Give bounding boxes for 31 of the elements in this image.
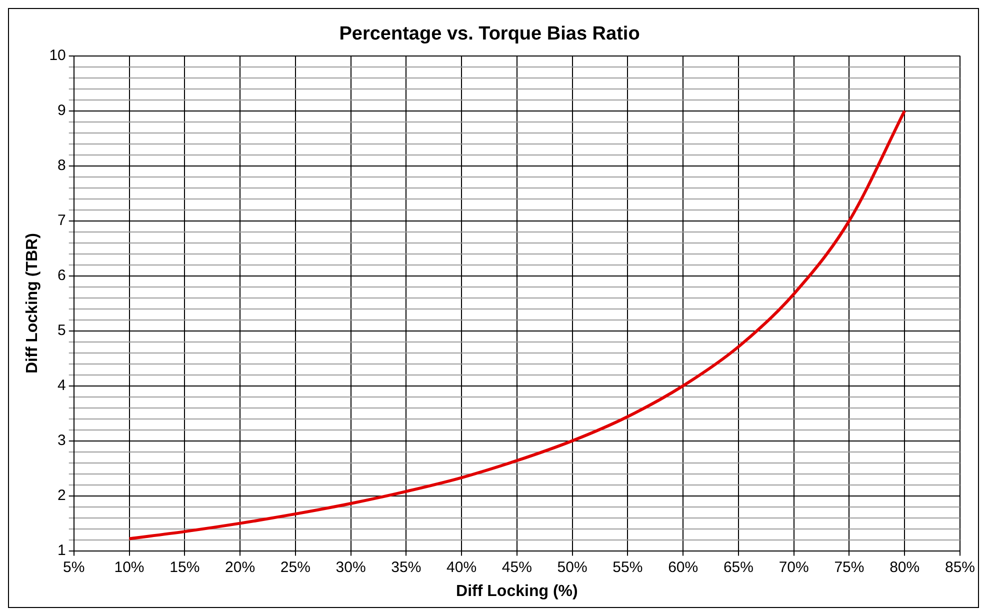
line-series — [128, 109, 906, 540]
x-tick-label: 40% — [446, 558, 477, 576]
x-tick-label: 25% — [280, 558, 310, 576]
chart-title: Percentage vs. Torque Bias Ratio — [339, 24, 640, 45]
y-tick-label: 6 — [58, 266, 66, 284]
x-tick-label: 85% — [944, 558, 976, 576]
x-tick-label: 70% — [778, 558, 809, 576]
x-tick-label: 65% — [723, 558, 754, 576]
x-tick-label: 60% — [668, 558, 698, 576]
y-tick-label: 10 — [49, 46, 66, 64]
x-tick-label: 5% — [63, 558, 85, 576]
x-tick-label: 35% — [391, 558, 422, 576]
y-tick-label: 3 — [58, 432, 66, 449]
y-tick-label: 7 — [58, 212, 66, 229]
x-tick-label: 55% — [612, 558, 643, 576]
x-tick-label: 15% — [170, 558, 200, 576]
x-tick-label: 50% — [557, 558, 588, 576]
y-tick-label: 8 — [58, 156, 66, 174]
y-tick-label: 2 — [58, 486, 66, 504]
y-tick-label: 5 — [58, 322, 66, 339]
x-tick-label: 30% — [336, 558, 366, 576]
y-tick-label: 9 — [58, 102, 66, 119]
x-tick-label: 45% — [502, 558, 532, 576]
x-tick-label: 20% — [225, 558, 256, 576]
y-tick-label: 1 — [58, 542, 66, 559]
x-tick-label: 75% — [834, 558, 864, 576]
x-axis-title: Diff Locking (%) — [456, 582, 578, 600]
x-tick-label: 80% — [890, 558, 920, 576]
y-tick-label: 4 — [58, 376, 66, 394]
x-tick-label: 10% — [114, 558, 144, 576]
y-axis-title: Diff Locking (TBR) — [24, 233, 42, 374]
